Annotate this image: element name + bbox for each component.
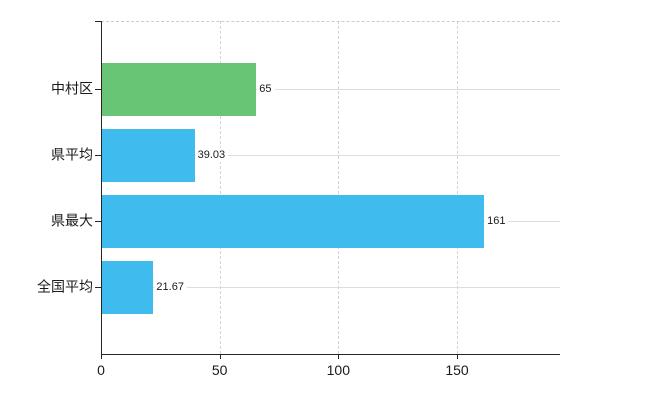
y-axis-tick [95, 287, 101, 288]
category-label: 全国平均 [37, 278, 93, 295]
x-axis-tick [219, 355, 221, 359]
category-label: 県平均 [51, 146, 93, 163]
y-axis-tick [95, 221, 101, 222]
x-tick-label: 0 [97, 362, 105, 378]
bar[interactable] [102, 62, 257, 116]
vertical-gridline [338, 21, 340, 354]
bar[interactable] [102, 194, 485, 248]
category-label: 県最大 [51, 212, 93, 229]
horizontal-gridline [101, 155, 560, 156]
y-axis-tick [95, 21, 101, 22]
x-tick-label: 100 [326, 362, 351, 378]
plot-top-border [101, 21, 560, 22]
y-axis-tick [95, 155, 101, 156]
x-axis-line [101, 354, 560, 355]
y-axis-tick [95, 89, 101, 90]
x-axis-tick [457, 355, 458, 359]
horizontal-gridline [101, 287, 560, 288]
bar-value-label: 21.67 [154, 280, 187, 294]
bar[interactable] [102, 260, 154, 314]
x-axis-tick [338, 355, 340, 359]
bar-value-label: 65 [257, 82, 275, 96]
horizontal-gridline [101, 89, 560, 90]
bar-value-label: 39.03 [195, 148, 229, 162]
vertical-gridline [457, 21, 458, 354]
bar[interactable] [102, 128, 195, 182]
bar-value-label: 161 [485, 214, 509, 228]
x-tick-label: 50 [211, 362, 228, 378]
x-tick-label: 150 [445, 362, 469, 378]
y-axis-line [101, 21, 102, 359]
category-label: 中村区 [51, 80, 93, 97]
vertical-gridline [219, 21, 221, 354]
